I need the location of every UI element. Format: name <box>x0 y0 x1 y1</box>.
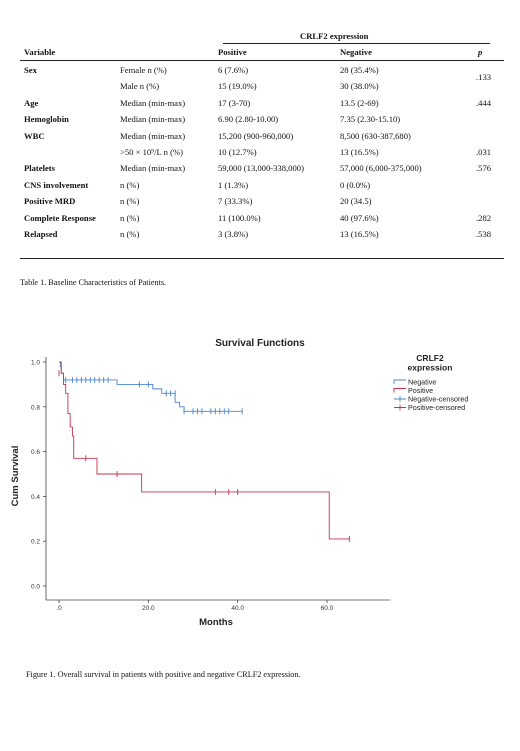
table-cell-positive: 15,200 (900-960,000) <box>218 130 294 141</box>
col-header-positive: Positive <box>218 47 247 57</box>
legend-label: Positive-censored <box>408 403 465 412</box>
legend-swatch <box>394 396 406 402</box>
table-cell-negative: 20 (34.5) <box>340 196 372 207</box>
table-cell-stat: >50 × 10⁹/L n (%) <box>120 147 183 157</box>
table-cell-negative: 13 (16.5%) <box>340 229 379 239</box>
table-cell-negative: 13 (16.5%) <box>340 147 379 157</box>
col-header-negative: Negative <box>340 47 372 57</box>
table-cell-p: .538 <box>476 229 492 239</box>
table-cell-negative: 28 (35.4%) <box>340 65 379 75</box>
sex-p-value: .133 <box>476 72 492 82</box>
table-cell-stat: n (%) <box>120 196 140 207</box>
table-cell-stat: Male n (%) <box>120 81 160 92</box>
table-cell-p: .031 <box>476 147 492 157</box>
table-caption: Table 1. Baseline Characteristics of Pat… <box>20 278 167 287</box>
table-cell-variable: Relapsed <box>24 229 58 239</box>
table-cell-p: .282 <box>476 212 492 223</box>
table-cell-variable: WBC <box>24 130 45 141</box>
group-header-rule <box>223 43 490 44</box>
y-tick-label: 0.6 <box>31 449 40 456</box>
table-cell-stat: Median (min-max) <box>120 130 186 141</box>
bottom-rule <box>20 258 504 259</box>
table-cell-stat: Median (min-max) <box>120 163 186 174</box>
legend-title: CRLF2 <box>416 353 444 363</box>
table-cell-positive: 3 (3.8%) <box>218 229 249 239</box>
y-tick-label: 0.8 <box>31 404 40 411</box>
table-cell-negative: 40 (97.6%) <box>340 212 379 223</box>
header-rule <box>20 60 504 61</box>
table-cell-variable: Positive MRD <box>24 196 76 207</box>
table-group-header: CRLF2 expression <box>300 31 369 41</box>
table-cell-positive: 59,000 (13,000-338,000) <box>218 163 304 174</box>
table-cell-stat: Female n (%) <box>120 65 167 75</box>
table-cell-positive: 7 (33.3%) <box>218 196 253 207</box>
y-axis-label: Cum Survival <box>10 446 21 507</box>
survival-chart: Survival Functions Cum Survival Months 0… <box>10 338 468 628</box>
table-cell-negative: 8,500 (630-387,680) <box>340 130 411 141</box>
table-cell-stat: Median (min-max) <box>120 114 186 125</box>
series-line-positive <box>59 361 350 540</box>
table-cell-positive: 6 (7.6%) <box>218 65 249 75</box>
table-cell-variable: Hemoglobin <box>24 114 69 125</box>
table-cell-stat: n (%) <box>120 212 140 223</box>
y-tick-label: 0.4 <box>31 494 40 501</box>
table-cell-negative: 13.5 (2-69) <box>340 97 379 108</box>
legend-label: Positive <box>408 386 433 395</box>
chart-title: Survival Functions <box>215 338 305 349</box>
y-tick-label: 0.0 <box>31 584 40 591</box>
x-axis-label: Months <box>199 617 233 628</box>
table-cell-positive: 1 (1.3%) <box>218 179 249 190</box>
legend-swatch <box>394 404 406 411</box>
table-cell-positive: 10 (12.7%) <box>218 147 257 157</box>
table-cell-variable: Sex <box>24 65 37 75</box>
table-cell-variable: Age <box>24 97 39 108</box>
legend-swatch <box>393 388 406 393</box>
table-cell-positive: 17 (3-70) <box>218 97 251 108</box>
table-cell-variable: CNS involvement <box>24 179 89 190</box>
table-cell-variable: Platelets <box>24 163 56 174</box>
table-cell-negative: 0 (0.0%) <box>340 179 371 190</box>
table-cell-negative: 7.35 (2.30-15.10) <box>340 114 401 125</box>
table-cell-variable: Complete Response <box>24 212 96 223</box>
plot-frame <box>45 357 390 601</box>
x-tick-label: 20.0 <box>142 605 155 612</box>
table-cell-negative: 30 (38.0%) <box>340 81 379 92</box>
col-header-variable: Variable <box>24 47 56 57</box>
legend-label: Negative-censored <box>408 395 468 404</box>
y-tick-label: 0.2 <box>31 539 40 546</box>
legend-title: expression <box>408 363 453 373</box>
survival-curves <box>58 361 350 542</box>
table-cell-p: .576 <box>476 163 492 174</box>
x-tick-label: .0 <box>56 605 62 612</box>
legend-swatch <box>393 379 406 384</box>
table-cell-p: .444 <box>476 97 492 108</box>
table-cell-stat: n (%) <box>120 179 140 190</box>
series-line-negative <box>59 361 243 412</box>
x-tick-label: 60.0 <box>321 605 334 612</box>
figure-caption: Figure 1. Overall survival in patients w… <box>26 670 301 679</box>
table-cell-positive: 15 (19.0%) <box>218 81 257 92</box>
table-cell-positive: 11 (100.0%) <box>218 212 261 223</box>
x-tick-label: 40.0 <box>231 605 244 612</box>
col-header-p: p <box>478 47 483 57</box>
table-cell-stat: n (%) <box>120 229 140 239</box>
table-cell-positive: 6.90 (2.80-10.00) <box>218 114 279 125</box>
axis-ticks: 0.0 0.2 0.4 0.6 0.8 1.0 .0 20.0 40.0 60.0 <box>31 360 334 613</box>
table-cell-negative: 57,000 (6,000-375,000) <box>340 163 422 174</box>
table-cell-stat: Median (min-max) <box>120 97 186 108</box>
legend-label: Negative <box>408 378 436 387</box>
y-tick-label: 1.0 <box>31 360 40 367</box>
